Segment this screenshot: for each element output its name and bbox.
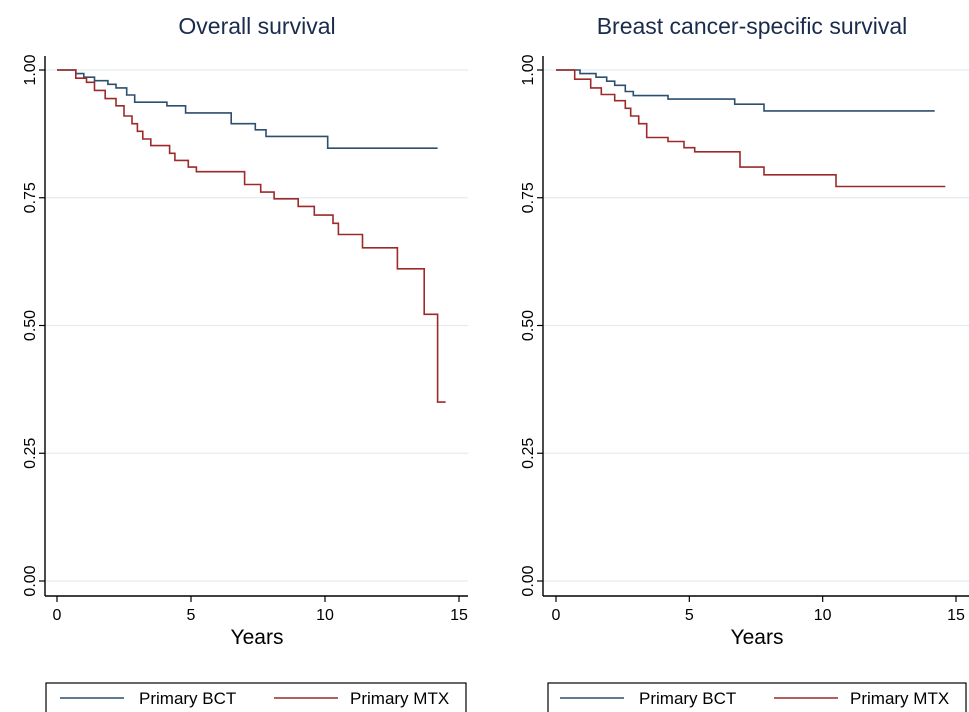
series-lines	[57, 69, 446, 403]
y-tick-label: 0.25	[520, 438, 537, 469]
y-tick-label: 0.50	[520, 310, 537, 341]
x-axis-label: Years	[731, 626, 784, 649]
x-tick-labels: 0 5 10 15	[53, 607, 468, 624]
x-tick-label: 10	[814, 607, 832, 624]
grid-lines	[45, 69, 468, 582]
y-tick-labels: 0.00 0.25 0.50 0.75 1.00	[22, 54, 39, 596]
series-lines	[556, 69, 946, 188]
x-tick-label: 10	[316, 607, 334, 624]
legend-label-mtx: Primary MTX	[350, 689, 449, 708]
legend-label-mtx: Primary MTX	[850, 689, 949, 708]
chart-title: Overall survival	[178, 13, 335, 39]
axes	[537, 56, 969, 602]
legend-label-bct: Primary BCT	[139, 689, 236, 708]
x-tick-labels: 0 5 10 15	[552, 607, 965, 624]
y-tick-label: 1.00	[22, 54, 39, 85]
y-tick-label: 0.75	[520, 182, 537, 213]
breast-cancer-specific-survival-panel: Breast cancer-specific survival 0.00 0.25…	[520, 13, 969, 712]
y-tick-labels: 0.00 0.25 0.50 0.75 1.00	[520, 54, 537, 596]
x-tick-label: 15	[947, 607, 965, 624]
series-line-bct	[57, 69, 438, 149]
y-tick-label: 0.75	[22, 182, 39, 213]
legend-label-bct: Primary BCT	[639, 689, 736, 708]
series-line-mtx	[556, 69, 946, 188]
legend-box	[547, 682, 967, 712]
series-line-mtx	[57, 69, 446, 403]
x-tick-label: 0	[53, 607, 62, 624]
chart-title: Breast cancer-specific survival	[597, 13, 908, 39]
axes	[39, 56, 468, 602]
series-line-bct	[556, 69, 935, 112]
grid-lines	[543, 69, 969, 582]
y-tick-label: 0.00	[22, 565, 39, 596]
x-tick-label: 0	[552, 607, 561, 624]
legend-box	[45, 682, 467, 712]
legend: Primary BCT Primary MTX	[45, 682, 467, 712]
y-tick-label: 1.00	[520, 54, 537, 85]
x-tick-label: 15	[450, 607, 468, 624]
x-tick-label: 5	[187, 607, 196, 624]
y-tick-label: 0.00	[520, 565, 537, 596]
y-tick-label: 0.50	[22, 310, 39, 341]
overall-survival-panel: Overall survival 0.00 0.25 0.50 0.75 1.00 0 5…	[22, 13, 468, 712]
x-tick-label: 5	[685, 607, 694, 624]
y-tick-label: 0.25	[22, 438, 39, 469]
legend: Primary BCT Primary MTX	[547, 682, 967, 712]
x-axis-label: Years	[231, 626, 284, 649]
